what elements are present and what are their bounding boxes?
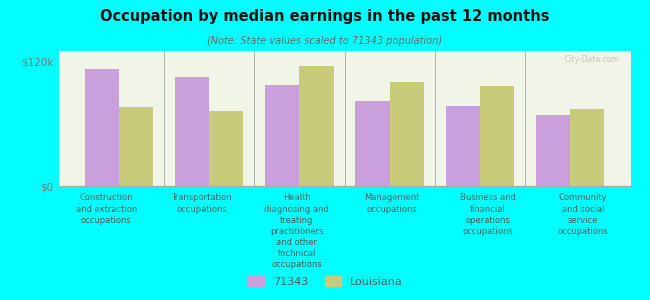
Text: Business and
financial
operations
occupations: Business and financial operations occupa…	[460, 194, 515, 236]
Bar	[389, 82, 424, 186]
Bar	[356, 101, 389, 186]
Bar	[300, 65, 333, 186]
Bar	[175, 77, 209, 186]
Text: (Note: State values scaled to 71343 population): (Note: State values scaled to 71343 popu…	[207, 36, 443, 46]
Text: Management
occupations: Management occupations	[365, 194, 420, 214]
Text: Construction
and extraction
occupations: Construction and extraction occupations	[75, 194, 136, 225]
Legend: 71343, Louisiana: 71343, Louisiana	[242, 272, 408, 291]
Bar	[84, 69, 119, 186]
Bar	[536, 116, 570, 186]
Text: Occupation by median earnings in the past 12 months: Occupation by median earnings in the pas…	[100, 9, 550, 24]
Text: Community
and social
service
occupations: Community and social service occupations	[558, 194, 608, 236]
Bar	[119, 107, 153, 186]
Text: City-Data.com: City-Data.com	[564, 55, 619, 64]
Bar	[265, 85, 300, 186]
Bar	[446, 106, 480, 186]
Text: Health
diagnosing and
treating
practitioners
and other
technical
occupations: Health diagnosing and treating practitio…	[265, 194, 329, 269]
Bar	[480, 86, 514, 186]
Text: Transportation
occupations: Transportation occupations	[171, 194, 232, 214]
Bar	[570, 109, 604, 186]
Bar	[209, 111, 243, 186]
